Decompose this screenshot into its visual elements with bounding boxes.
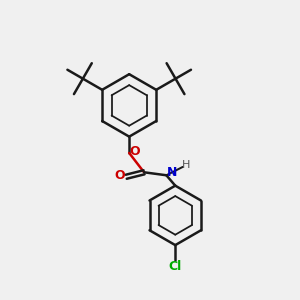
Text: O: O	[129, 145, 140, 158]
Text: N: N	[167, 167, 177, 179]
Text: Cl: Cl	[169, 260, 182, 273]
Text: H: H	[182, 160, 190, 170]
Text: O: O	[114, 169, 125, 182]
